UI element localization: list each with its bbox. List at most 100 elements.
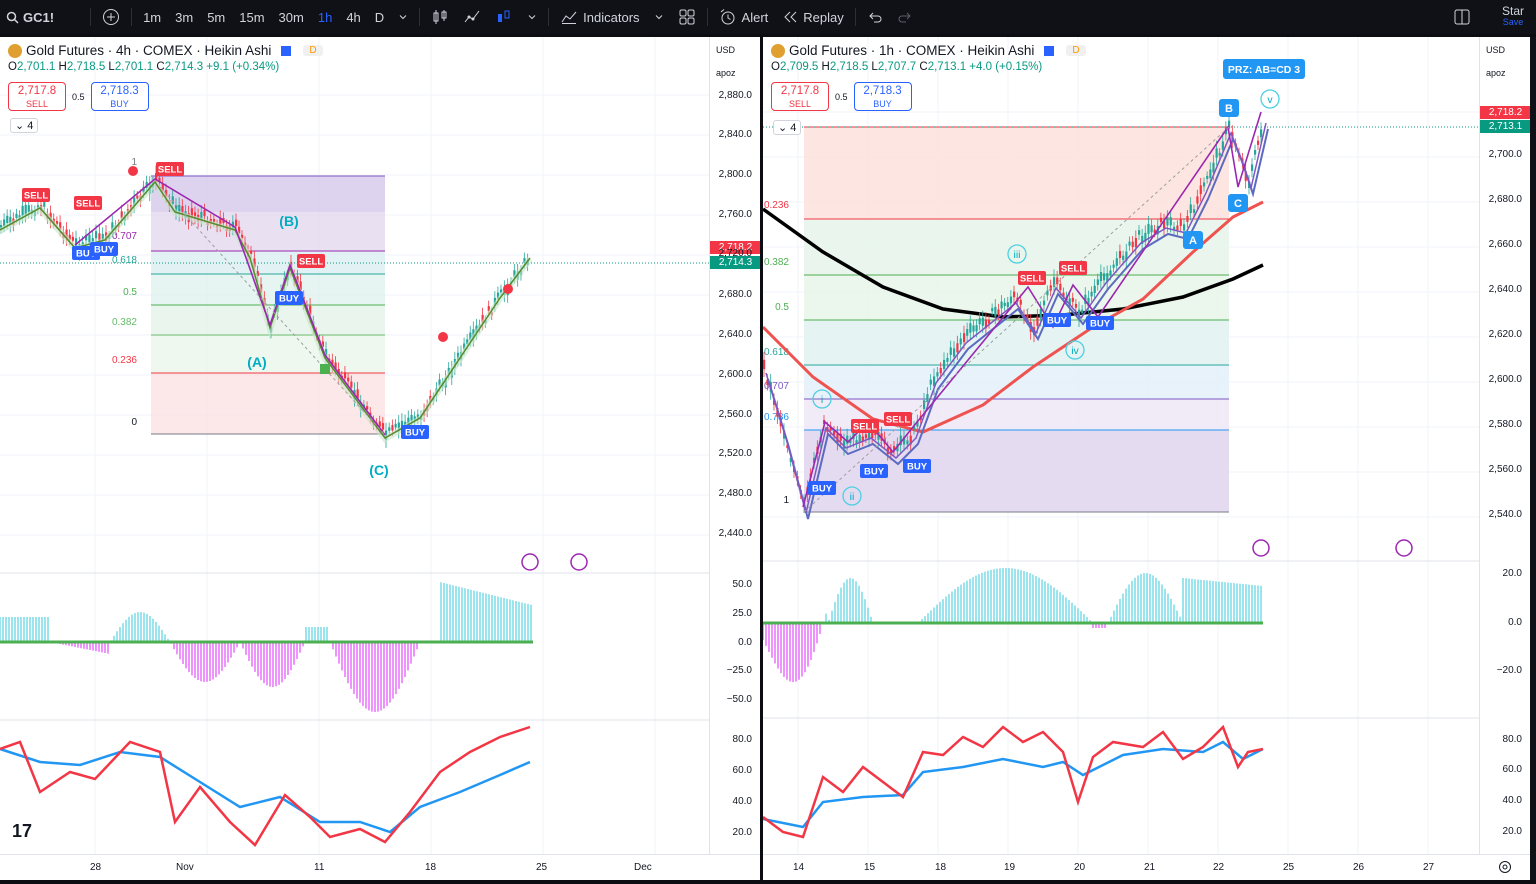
candles-type-button[interactable] <box>424 0 456 34</box>
left-time-axis[interactable]: 28 Nov 11 18 25 Dec <box>0 854 760 880</box>
right-sell-button[interactable]: 2,717.8 SELL <box>771 82 829 111</box>
currency-label[interactable]: USD <box>716 45 736 55</box>
signal-label-bg <box>297 254 325 268</box>
right-buy-button[interactable]: 2,718.3 BUY <box>853 82 912 111</box>
compare-button[interactable] <box>95 0 127 34</box>
price-axis-label: 60.0 <box>732 765 752 776</box>
currency-label[interactable]: USD <box>1486 45 1506 55</box>
signal-label: BUY <box>279 294 300 305</box>
current-price-green: 2,714.3 <box>710 256 760 269</box>
price-axis-label: 40.0 <box>1502 795 1522 806</box>
alert-label: Alert <box>741 9 769 25</box>
price-candle <box>347 377 350 382</box>
ma-red-line <box>763 200 1264 434</box>
interval-button[interactable]: D <box>374 9 385 25</box>
price-candle <box>178 204 181 215</box>
fib-zone <box>151 274 385 305</box>
price-axis-label: 25.0 <box>732 608 752 619</box>
fib-zone <box>151 373 385 434</box>
right-collapse-button[interactable]: ⌄ 4 <box>773 120 802 135</box>
symbol-search[interactable]: GC1! <box>0 0 60 34</box>
price-candle <box>469 332 472 340</box>
price-axis-label: 2,760.0 <box>718 209 752 220</box>
interval-button[interactable]: 1h <box>317 9 333 25</box>
interval-dropdown[interactable] <box>391 0 415 34</box>
right-time-axis[interactable]: 14 15 18 19 20 21 22 25 26 27 <box>763 854 1530 880</box>
replay-button[interactable]: Replay <box>775 0 850 34</box>
price-candle <box>1026 314 1029 320</box>
signal-label: SELL <box>299 257 323 268</box>
buy-label: BUY <box>873 99 892 109</box>
gold-coin-icon <box>771 43 785 58</box>
left-chart-canvas[interactable]: 1 0.707 0.618 0.5 0.382 0.236 0 (A) (B) (C) SELL SE… <box>0 37 709 854</box>
sell-price: 2,717.8 <box>780 85 820 97</box>
price-candle <box>1128 241 1131 246</box>
price-candle <box>883 437 886 444</box>
save-area[interactable]: Star Save <box>1502 5 1524 28</box>
interval-button[interactable]: 30m <box>278 9 304 25</box>
interval-button[interactable]: 4h <box>346 9 361 25</box>
price-candle <box>181 206 184 215</box>
left-sell-button[interactable]: 2,717.8 SELL <box>8 82 66 111</box>
signal-label-bg <box>860 464 888 478</box>
layout-button[interactable] <box>671 0 703 34</box>
price-axis-label: 2,560.0 <box>1488 464 1522 475</box>
price-candle <box>235 219 238 227</box>
undo-button[interactable] <box>860 0 890 34</box>
price-axis-label: 2,520.0 <box>718 448 752 459</box>
long-ma-line <box>763 207 1264 319</box>
left-collapse-button[interactable]: ⌄ 4 <box>10 118 39 133</box>
scale-mode-label[interactable]: apoz <box>1486 68 1506 78</box>
price-candle <box>789 457 792 462</box>
scale-mode-label[interactable]: apoz <box>716 68 736 78</box>
chart-type-dropdown[interactable] <box>520 0 544 34</box>
open-value: 2,701.1 <box>16 61 56 73</box>
left-price-axis[interactable]: USD apoz 2,718.2 2,714.3 2,880.0 2,840.0 2… <box>709 37 760 880</box>
indicators-button[interactable]: Indicators <box>553 0 646 34</box>
layout-panel-button[interactable] <box>1446 0 1478 34</box>
signal-label-bg <box>884 412 912 426</box>
redo-button[interactable] <box>890 0 920 34</box>
price-candle <box>956 343 959 353</box>
fib-label: 0.236 <box>112 355 137 366</box>
price-axis-label: 2,800.0 <box>718 169 752 180</box>
price-candle <box>899 435 902 446</box>
price-candle <box>253 258 256 268</box>
price-candle <box>889 449 893 455</box>
right-price-axis[interactable]: USD apoz 2,718.2 2,713.1 2,700.0 2,680.0 2… <box>1479 37 1530 880</box>
signal-label-bg <box>1018 271 1046 285</box>
heikin-ashi-button[interactable] <box>488 0 520 34</box>
left-chart-pane[interactable]: 1 0.707 0.618 0.5 0.382 0.236 0 (A) (B) (C) SELL SE… <box>0 37 760 880</box>
interval-button[interactable]: 3m <box>175 9 194 25</box>
indicators-dropdown[interactable] <box>647 0 671 34</box>
alert-button[interactable]: Alert <box>712 0 776 34</box>
price-candle <box>786 444 789 449</box>
line-type-button[interactable] <box>456 0 488 34</box>
tradingview-logo[interactable]: 17 <box>12 821 33 841</box>
flag-icon[interactable] <box>281 45 292 56</box>
signal-label: BUY <box>864 467 885 478</box>
interval-button[interactable]: 5m <box>207 9 226 25</box>
settings-gear-icon[interactable] <box>1497 859 1513 875</box>
c-label: C <box>156 61 165 73</box>
pattern-point-label: C <box>1234 198 1242 210</box>
signal-label-bg <box>903 459 931 473</box>
fib-label: 0.618 <box>112 255 137 266</box>
prz-label: PRZ: AB=CD 3 <box>1228 64 1300 76</box>
price-candle <box>200 211 203 221</box>
left-buy-button[interactable]: 2,718.3 BUY <box>90 82 149 111</box>
price-axis-label: 40.0 <box>732 796 752 807</box>
right-chart-pane[interactable]: 0.236 0.382 0.5 0.618 0.707 0.786 1 A B C PRZ: AB=… <box>763 37 1530 880</box>
price-candle <box>513 270 516 277</box>
price-axis-label: −20.0 <box>1496 665 1522 676</box>
price-axis-label: 0.0 <box>1508 617 1522 628</box>
wave-label: (B) <box>279 213 298 229</box>
right-chart-canvas[interactable]: 0.236 0.382 0.5 0.618 0.707 0.786 1 A B C PRZ: AB=… <box>763 37 1479 854</box>
flag-icon[interactable] <box>1044 45 1055 56</box>
price-candle <box>1215 148 1218 158</box>
price-candle <box>397 422 400 432</box>
interval-button[interactable]: 15m <box>239 9 265 25</box>
interval-button[interactable]: 1m <box>143 9 162 25</box>
fib-label: 0.382 <box>764 257 789 268</box>
price-candle <box>3 219 6 227</box>
